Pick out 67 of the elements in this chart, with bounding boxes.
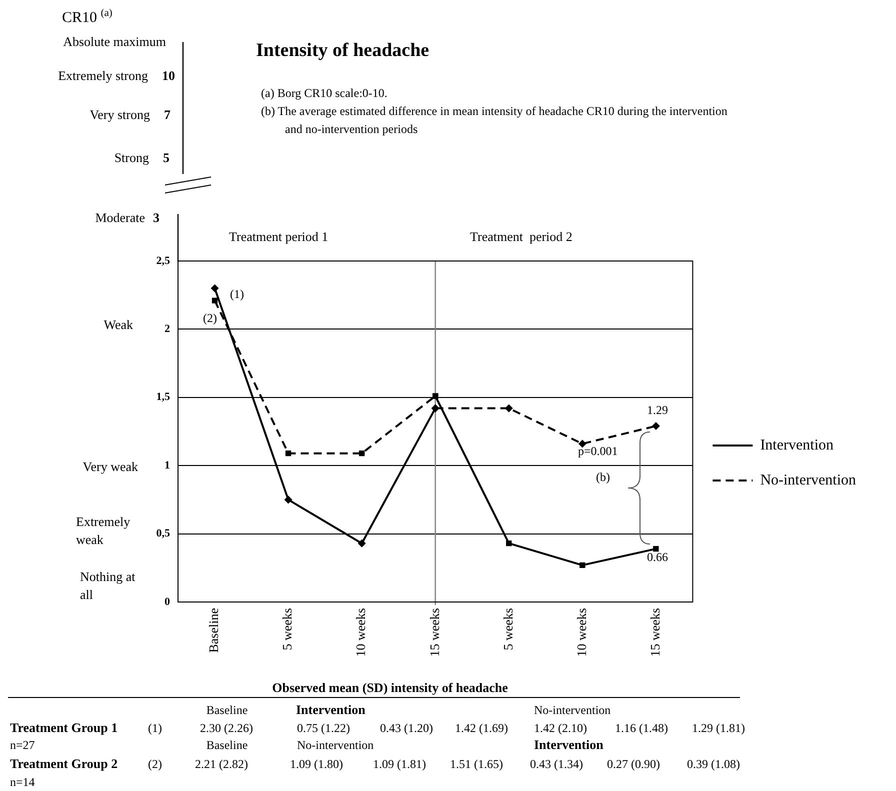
text: Extremely strong	[58, 68, 148, 83]
annotation: (2)	[203, 311, 217, 325]
text: 2.21 (2.82)	[195, 757, 248, 771]
text: n=14	[10, 775, 35, 789]
text: Weak	[104, 317, 134, 332]
text: 3	[153, 210, 160, 225]
x-axis-title: Observed mean (SD) intensity of headache	[272, 680, 508, 695]
x-tick-label: 10 weeks	[353, 608, 368, 657]
text: 0.43 (1.34)	[530, 757, 583, 771]
y-tick-label: 0,5	[156, 528, 170, 540]
annotation: 1.29	[647, 403, 668, 418]
text: 2.30 (2.26)	[200, 721, 253, 735]
text: Baseline	[206, 703, 248, 717]
legend-label: Intervention	[760, 437, 834, 454]
text: Intervention	[534, 737, 604, 752]
x-tick-label: 5 weeks	[500, 608, 516, 650]
y-tick-label: 2	[164, 323, 170, 336]
x-tick-label: 10 weeks	[574, 608, 589, 657]
text: 1.29 (1.81)	[692, 721, 745, 735]
chart-title: Intensity of headache	[256, 40, 430, 61]
text: 0.39 (1.08)	[687, 757, 740, 771]
text: 1.42 (2.10)	[534, 721, 587, 735]
text: 1.09 (1.81)	[373, 757, 426, 771]
annotation: 0.66	[647, 550, 668, 564]
text: (a) Borg CR10 scale:0-10.	[261, 86, 388, 100]
text: Strong	[114, 150, 150, 165]
text: No-intervention	[297, 738, 374, 752]
text: 7	[164, 107, 171, 122]
legend-label: No-intervention	[760, 472, 856, 488]
text: (b) The average estimated difference in mean intensity of headache CR10 during the intervention and no-intervention periods	[261, 104, 728, 136]
text: Moderate	[95, 210, 146, 225]
x-tick-label: Baseline	[206, 608, 222, 653]
x-tick-label: 5 weeks	[280, 608, 295, 650]
text: Treatment Group 1	[10, 720, 118, 735]
annotation: p=0.001	[578, 444, 618, 458]
text: (1)	[148, 721, 162, 735]
text: 0.75 (1.22)	[297, 721, 350, 735]
text: Nothing at all	[80, 569, 136, 602]
x-tick-label: 15 weeks	[647, 608, 662, 657]
text: Absolute maximum	[63, 34, 166, 49]
text: Very weak	[82, 459, 138, 474]
text: Treatment Group 2	[10, 756, 118, 771]
text: Treatment period 1	[229, 229, 328, 244]
text: 1.51 (1.65)	[450, 757, 503, 771]
annotation: (b)	[596, 470, 610, 484]
text: 0.43 (1.20)	[380, 721, 433, 735]
text: 1.16 (1.48)	[615, 721, 668, 735]
y-tick-label: 1	[164, 459, 170, 472]
text: (2)	[148, 757, 162, 771]
x-tick-label: 15 weeks	[426, 608, 442, 657]
text: Intervention	[296, 702, 366, 717]
annotation: (1)	[230, 287, 244, 301]
y-tick-label: 2,5	[156, 254, 170, 267]
text: n=27	[10, 738, 35, 752]
text: 1.42 (1.69)	[455, 721, 508, 735]
text: Baseline	[206, 738, 248, 752]
text: 0.27 (0.90)	[607, 757, 660, 771]
text: Very strong	[90, 107, 150, 122]
text: CR10 (a)	[62, 8, 113, 26]
text: 5	[163, 150, 170, 165]
y-tick-label: 1,5	[156, 391, 170, 404]
y-tick-label: 0	[164, 596, 170, 608]
text: 1.09 (1.80)	[290, 757, 343, 771]
text: Treatment period 2	[470, 229, 572, 244]
text: No-intervention	[534, 703, 611, 717]
text: Extremely weak	[76, 514, 131, 547]
text: 10	[162, 68, 175, 83]
